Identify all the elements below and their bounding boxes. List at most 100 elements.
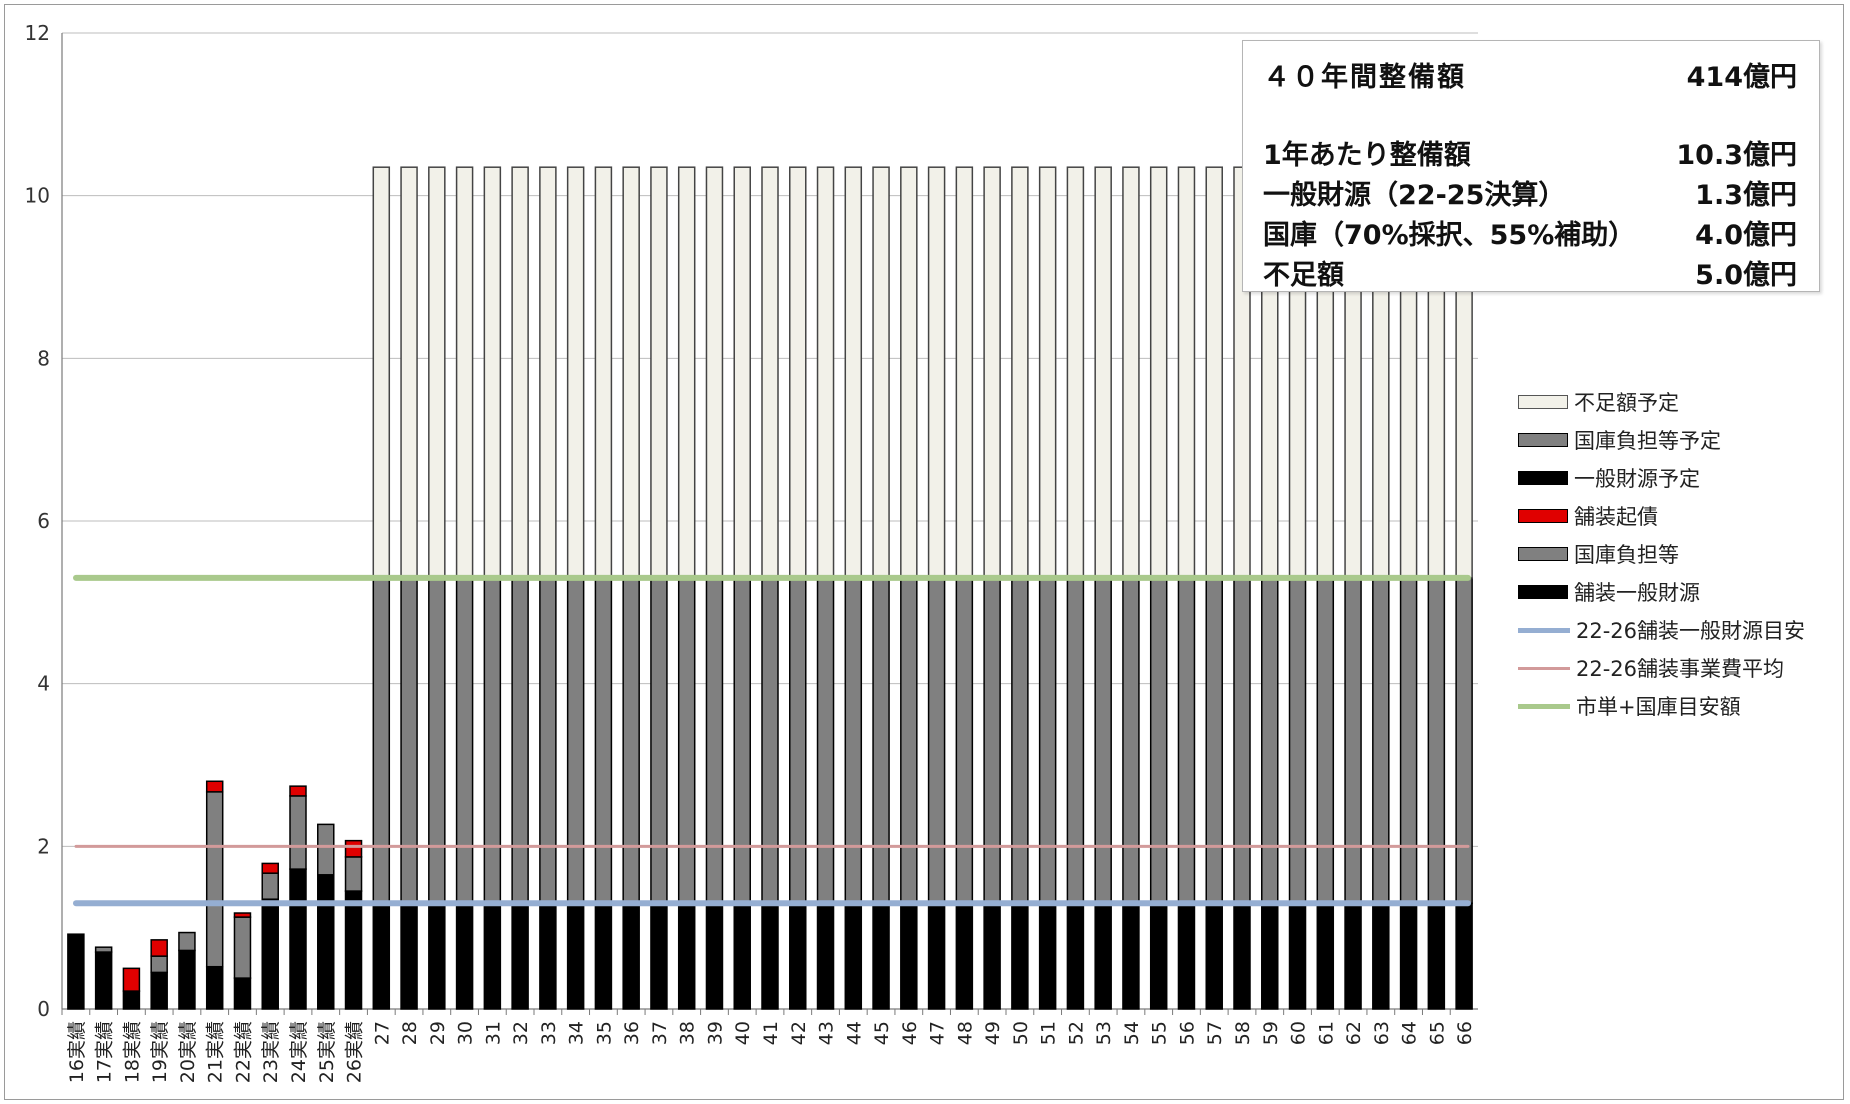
bar-segment <box>1066 577 1085 905</box>
bar-segment <box>428 577 446 905</box>
bar-segment <box>150 955 168 974</box>
x-tick-label: 31 <box>482 1021 504 1045</box>
y-tick-label: 12 <box>25 21 50 45</box>
bar-segment <box>1094 902 1112 1010</box>
summary-label: 国庫（70%採択、55%補助） <box>1263 220 1636 251</box>
x-tick-label: 52 <box>1065 1021 1087 1045</box>
x-tick-label: 17実績 <box>94 1021 116 1083</box>
summary-row-shortfall: 不足額 5.0億円 <box>1263 253 1797 292</box>
bar-segment <box>455 577 474 905</box>
bar-segment <box>1455 902 1473 1010</box>
legend-label: 舗装起債 <box>1574 505 1658 529</box>
x-tick-label: 46 <box>899 1021 921 1045</box>
bar-segment <box>900 902 918 1010</box>
x-tick-label: 61 <box>1315 1021 1337 1045</box>
bar-segment <box>1455 577 1473 905</box>
bar-segment <box>983 166 1001 579</box>
summary-value: 10.3億円 <box>1676 140 1797 171</box>
bar-segment <box>1149 902 1168 1010</box>
bar-segment <box>289 795 307 870</box>
bar-segment <box>1011 577 1029 905</box>
bar-segment <box>1011 902 1029 1010</box>
x-tick-label: 43 <box>816 1021 838 1045</box>
bar-segment <box>983 902 1001 1010</box>
legend-item-national-plan: 国庫負担等予定 <box>1518 426 1721 454</box>
x-tick-label: 47 <box>927 1021 949 1045</box>
legend-item-paving-bond: 舗装起債 <box>1518 502 1658 530</box>
x-tick-label: 39 <box>704 1021 726 1045</box>
bar-segment <box>816 902 835 1010</box>
x-tick-label: 49 <box>982 1021 1004 1045</box>
bar-segment <box>1372 902 1390 1010</box>
bar-segment <box>178 931 196 952</box>
x-tick-label: 66 <box>1454 1021 1476 1045</box>
bar-segment <box>789 902 807 1010</box>
bar-segment <box>1233 902 1251 1010</box>
x-tick-label: 19実績 <box>149 1021 171 1083</box>
bar-segment <box>566 902 585 1010</box>
y-tick-label: 2 <box>37 834 50 858</box>
bar-segment <box>122 967 141 992</box>
bar-segment <box>539 577 557 905</box>
summary-row-general-fund: 一般財源（22-25決算） 1.3億円 <box>1263 173 1797 212</box>
bar-segment <box>150 971 168 1010</box>
bar-segment <box>789 577 807 905</box>
bar-segment <box>650 166 668 579</box>
x-tick-label: 41 <box>760 1021 782 1045</box>
bar-segment <box>566 166 585 579</box>
bar-segment <box>1038 166 1057 579</box>
bar-segment <box>483 577 502 905</box>
bar-segment <box>1205 577 1223 905</box>
x-tick-label: 56 <box>1176 1021 1198 1045</box>
bar-segment <box>733 902 751 1010</box>
x-tick-label: 45 <box>871 1021 893 1045</box>
chart-frame <box>4 4 1844 1100</box>
bar-segment <box>178 949 196 1010</box>
bar-segment <box>733 577 751 905</box>
bar-segment <box>1427 577 1446 905</box>
x-tick-label: 35 <box>593 1021 615 1045</box>
legend-label: 不足額予定 <box>1574 391 1679 415</box>
x-tick-label: 62 <box>1343 1021 1365 1045</box>
x-tick-label: 58 <box>1232 1021 1254 1045</box>
summary-value: 414億円 <box>1686 62 1797 93</box>
x-tick-label: 20実績 <box>177 1021 199 1083</box>
legend-swatch <box>1518 585 1568 599</box>
bar-segment <box>94 951 113 1010</box>
legend-swatch <box>1518 547 1568 561</box>
bar-segment <box>900 166 918 579</box>
bar-segment <box>1205 902 1223 1010</box>
bar-segment <box>1316 577 1335 905</box>
x-tick-label: 24実績 <box>288 1021 310 1083</box>
legend-item-national: 国庫負担等 <box>1518 540 1679 568</box>
x-tick-label: 33 <box>538 1021 560 1045</box>
bar-segment <box>1122 577 1140 905</box>
bar-segment <box>122 990 141 1010</box>
x-tick-label: 16実績 <box>66 1021 88 1083</box>
bar-segment <box>1066 166 1085 579</box>
x-tick-label: 57 <box>1204 1021 1226 1045</box>
bar-segment <box>650 902 668 1010</box>
bar-segment <box>261 898 279 1010</box>
y-tick-label: 4 <box>37 672 50 696</box>
bar-segment <box>872 166 890 579</box>
bar-segment <box>372 902 391 1010</box>
x-tick-label: 40 <box>732 1021 754 1045</box>
legend-label: 22-26舗装事業費平均 <box>1576 657 1785 681</box>
bar-segment <box>927 577 946 905</box>
bar-segment <box>1372 577 1390 905</box>
x-tick-label: 54 <box>1121 1021 1143 1045</box>
x-tick-label: 25実績 <box>316 1021 338 1083</box>
bar-segment <box>372 577 391 905</box>
x-tick-label: 44 <box>843 1021 865 1045</box>
bar-segment <box>1399 902 1418 1010</box>
bar-segment <box>1177 902 1196 1010</box>
bar-segment <box>1038 577 1057 905</box>
bar-segment <box>1261 577 1279 905</box>
bar-segment <box>483 902 502 1010</box>
bar-segment <box>594 166 613 579</box>
x-tick-label: 36 <box>621 1021 643 1045</box>
bar-segment <box>483 166 502 579</box>
bar-segment <box>539 902 557 1010</box>
summary-value: 1.3億円 <box>1695 180 1797 211</box>
